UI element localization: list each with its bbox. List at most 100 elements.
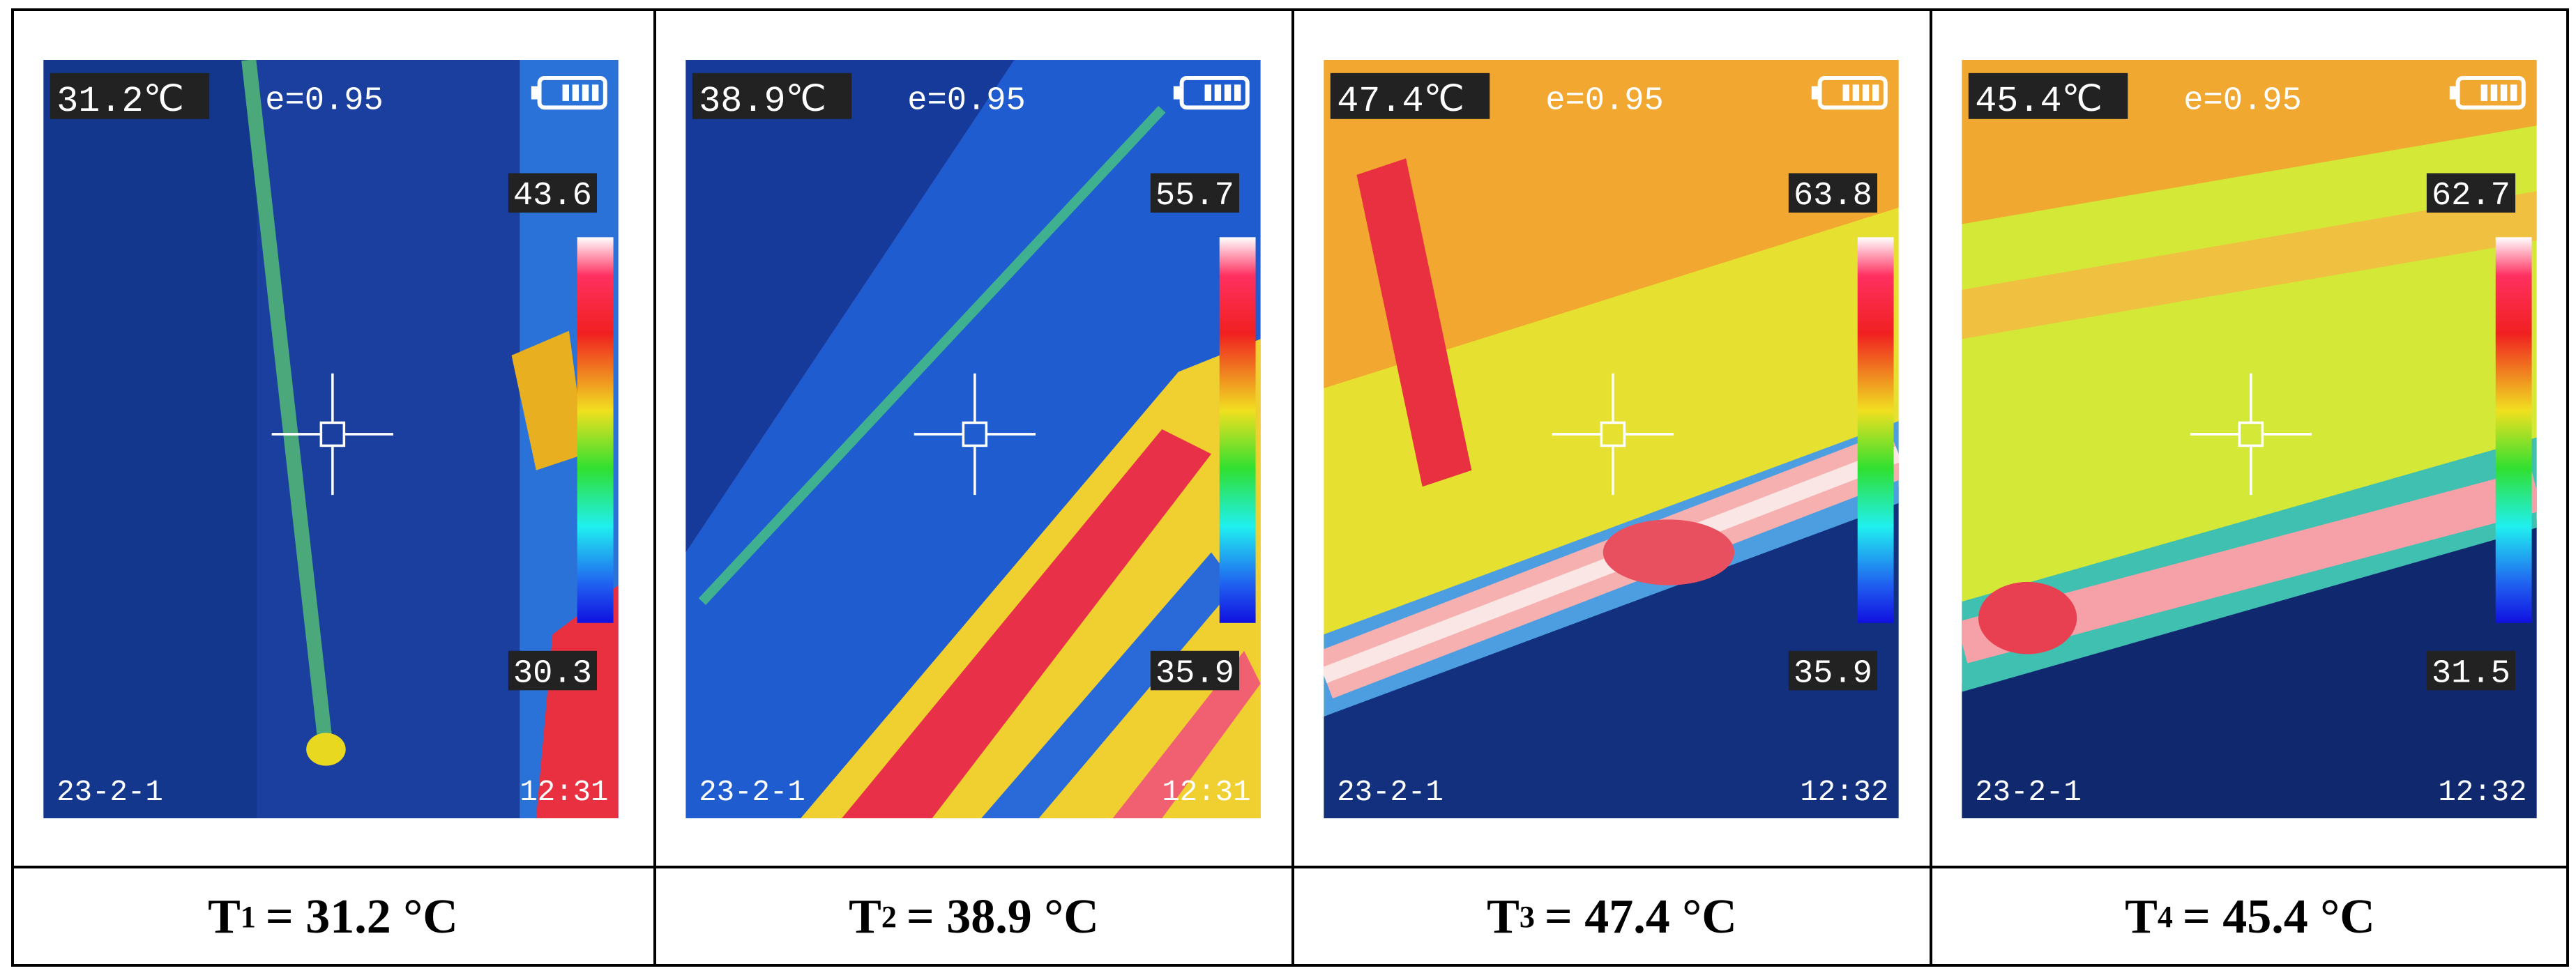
label-bg bbox=[508, 173, 598, 213]
row-divider bbox=[14, 866, 2566, 868]
scene-hotspot bbox=[1603, 519, 1735, 585]
scene-hot bbox=[1356, 158, 1472, 487]
battery-bar bbox=[2510, 84, 2517, 101]
colorbar bbox=[577, 237, 614, 623]
caption-value: = 47.4 °C bbox=[1544, 889, 1737, 944]
caption-value: = 31.2 °C bbox=[265, 889, 458, 944]
battery-bar bbox=[2480, 84, 2487, 101]
battery-bar bbox=[2500, 84, 2508, 101]
caption-subscript: 3 bbox=[1519, 900, 1535, 934]
thermal-image: 45.4℃ e=0.95 62.7 31.5 23-2-1 12:32 bbox=[1962, 60, 2537, 818]
battery-bar bbox=[572, 84, 579, 101]
scale-min: 31.5 bbox=[2432, 656, 2510, 693]
time: 12:31 bbox=[1162, 776, 1250, 809]
temperature: 31.2℃ bbox=[56, 81, 184, 122]
emissivity: e=0.95 bbox=[1545, 83, 1664, 120]
caption-value: = 45.4 °C bbox=[2182, 889, 2375, 944]
caption: T 3 = 47.4 °C bbox=[1294, 870, 1930, 964]
battery-bar bbox=[562, 84, 569, 101]
temperature: 45.4℃ bbox=[1975, 81, 2103, 122]
colorbar bbox=[1219, 237, 1256, 623]
scene-region bbox=[1962, 191, 2537, 339]
battery-bar bbox=[1204, 84, 1211, 101]
scene-hot bbox=[1112, 650, 1261, 818]
scene-region bbox=[685, 60, 1015, 553]
scene-structure bbox=[511, 330, 586, 470]
time: 12:31 bbox=[520, 776, 608, 809]
scale-min: 35.9 bbox=[1156, 656, 1234, 693]
label-bg bbox=[1788, 650, 1878, 691]
scene-hotspot bbox=[306, 733, 346, 766]
time: 12:32 bbox=[1800, 776, 1888, 809]
label-bg bbox=[1968, 72, 2128, 119]
battery-bar bbox=[1224, 84, 1232, 101]
scene-region bbox=[1324, 60, 1899, 388]
caption-subscript: 1 bbox=[240, 900, 256, 934]
battery-bar bbox=[1852, 84, 1860, 101]
colorbar bbox=[1857, 237, 1894, 623]
label-bg bbox=[1788, 173, 1878, 213]
scene-rod bbox=[241, 60, 333, 751]
battery-tip bbox=[531, 86, 540, 100]
thermal-image: 31.2℃ e=0.95 43.6 30.3 23-2-1 12:31 bbox=[43, 60, 619, 818]
panel-cell: 38.9℃ e=0.95 55.7 35.9 23-2-1 12:31 T 2 = 38.9 °… bbox=[653, 11, 1291, 964]
colorbar bbox=[2495, 237, 2532, 623]
caption-symbol: T bbox=[2125, 889, 2158, 944]
caption-symbol: T bbox=[208, 889, 241, 944]
battery-tip bbox=[2449, 86, 2458, 100]
panel-cell: 47.4℃ e=0.95 63.8 35.9 23-2-1 12:32 T 3 = 47.4 °… bbox=[1291, 11, 1930, 964]
time: 12:32 bbox=[2438, 776, 2526, 809]
battery-bar bbox=[591, 84, 599, 101]
panel-cell: 31.2℃ e=0.95 43.6 30.3 23-2-1 12:31 T 1 = 31.2 °… bbox=[14, 11, 652, 964]
battery-bar bbox=[1214, 84, 1222, 101]
scene-hotspot bbox=[1978, 581, 2077, 654]
caption: T 2 = 38.9 °C bbox=[656, 870, 1291, 964]
caption: T 1 = 31.2 °C bbox=[14, 870, 652, 964]
date: 23-2-1 bbox=[56, 776, 163, 809]
label-bg bbox=[692, 72, 852, 119]
thermal-image: 38.9℃ e=0.95 55.7 35.9 23-2-1 12:31 bbox=[685, 60, 1261, 818]
emissivity: e=0.95 bbox=[2183, 83, 2302, 120]
scale-min: 35.9 bbox=[1794, 656, 1872, 693]
label-bg bbox=[2426, 173, 2516, 213]
figure-table: 31.2℃ e=0.95 43.6 30.3 23-2-1 12:31 T 1 = 31.2 °… bbox=[11, 8, 2569, 967]
battery-tip bbox=[1811, 86, 1820, 100]
label-bg bbox=[2426, 650, 2516, 691]
battery-bar bbox=[1842, 84, 1849, 101]
caption-subscript: 2 bbox=[881, 900, 897, 934]
scale-max: 55.7 bbox=[1156, 178, 1234, 215]
battery-bar bbox=[2490, 84, 2498, 101]
date: 23-2-1 bbox=[1337, 776, 1444, 809]
label-bg bbox=[1150, 650, 1240, 691]
label-bg bbox=[1150, 173, 1240, 213]
caption-subscript: 4 bbox=[2157, 900, 2173, 934]
battery-bar bbox=[582, 84, 589, 101]
emissivity: e=0.95 bbox=[907, 83, 1026, 120]
scene-cold bbox=[1324, 486, 1899, 818]
battery-tip bbox=[1173, 86, 1182, 100]
date: 23-2-1 bbox=[699, 776, 805, 809]
battery-bar bbox=[1234, 84, 1241, 101]
scene-region bbox=[43, 60, 257, 818]
scale-max: 63.8 bbox=[1794, 178, 1872, 215]
caption-symbol: T bbox=[1487, 889, 1520, 944]
scene-region bbox=[981, 552, 1236, 818]
scale-min: 30.3 bbox=[513, 656, 592, 693]
battery-bar bbox=[1862, 84, 1870, 101]
scene-rod bbox=[698, 105, 1166, 605]
scale-max: 62.7 bbox=[2432, 178, 2510, 215]
label-bg bbox=[1330, 72, 1490, 119]
scene-cold bbox=[1962, 519, 2537, 818]
battery-bar bbox=[1872, 84, 1879, 101]
panel-cell: 45.4℃ e=0.95 62.7 31.5 23-2-1 12:32 T 4 = 45.4 °… bbox=[1930, 11, 2568, 964]
emissivity: e=0.95 bbox=[265, 83, 384, 120]
caption: T 4 = 45.4 °C bbox=[1932, 870, 2568, 964]
scene-hot bbox=[842, 429, 1211, 818]
temperature: 38.9℃ bbox=[699, 81, 826, 122]
caption-value: = 38.9 °C bbox=[906, 889, 1099, 944]
label-bg bbox=[50, 72, 210, 119]
temperature: 47.4℃ bbox=[1337, 81, 1464, 122]
thermal-image: 47.4℃ e=0.95 63.8 35.9 23-2-1 12:32 bbox=[1324, 60, 1899, 818]
date: 23-2-1 bbox=[1975, 776, 2082, 809]
label-bg bbox=[508, 650, 598, 691]
